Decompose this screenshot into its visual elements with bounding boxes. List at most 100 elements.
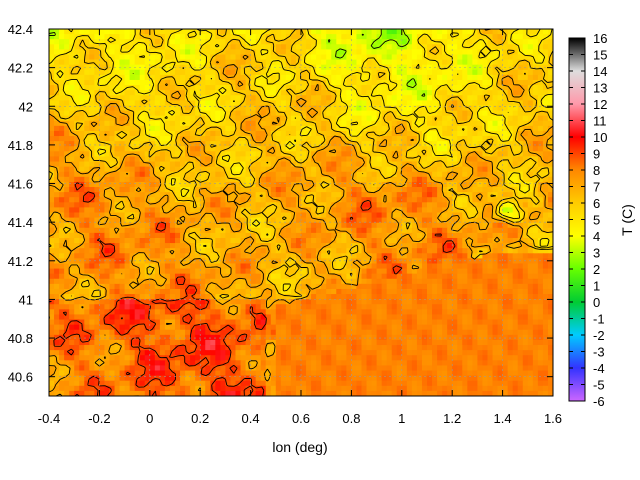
heatmap-cell: [185, 232, 191, 239]
heatmap-cell: [472, 197, 478, 203]
heatmap-cell: [487, 192, 494, 198]
heatmap-cell: [270, 197, 277, 203]
heatmap-cell: [366, 54, 373, 61]
heatmap-cell: [472, 222, 478, 229]
heatmap-cell: [371, 100, 378, 107]
heatmap-cell: [205, 217, 211, 224]
heatmap-cell: [386, 146, 393, 152]
heatmap-cell: [250, 54, 257, 61]
heatmap-cell: [502, 258, 509, 265]
heatmap-cell: [270, 95, 277, 101]
heatmap-cell: [89, 115, 95, 122]
heatmap-cell: [437, 95, 443, 101]
heatmap-cell: [290, 258, 297, 265]
heatmap-cell: [164, 100, 171, 107]
heatmap-cell: [437, 141, 443, 147]
heatmap-cell: [270, 181, 277, 188]
heatmap-cell: [94, 120, 100, 127]
heatmap-cell: [195, 237, 201, 244]
heatmap-cell: [321, 166, 327, 173]
heatmap-cell: [532, 166, 539, 173]
heatmap-cell: [89, 120, 95, 127]
heatmap-cell: [270, 141, 277, 147]
heatmap-cell: [492, 120, 499, 127]
heatmap-cell: [401, 95, 408, 101]
heatmap-cell: [502, 171, 509, 178]
heatmap-cell: [59, 253, 65, 259]
heatmap-cell: [396, 243, 403, 249]
heatmap-cell: [316, 44, 322, 50]
heatmap-cell: [210, 197, 216, 203]
heatmap-cell: [532, 253, 539, 259]
heatmap-cell: [346, 130, 352, 137]
heatmap-cell: [119, 29, 126, 35]
heatmap-cell: [391, 278, 398, 285]
heatmap-cell: [331, 59, 337, 66]
heatmap-cell: [280, 95, 287, 101]
heatmap-cell: [245, 227, 252, 234]
heatmap-cell: [190, 187, 196, 193]
heatmap-cell: [316, 197, 322, 203]
heatmap-cell: [260, 212, 267, 219]
heatmap-cell: [210, 100, 216, 107]
heatmap-cell: [522, 115, 529, 122]
heatmap-cell: [240, 29, 247, 35]
heatmap-cell: [542, 49, 549, 56]
heatmap-cell: [215, 258, 221, 265]
heatmap-cell: [512, 202, 519, 209]
heatmap-cell: [275, 141, 282, 147]
heatmap-cell: [442, 192, 448, 198]
heatmap-cell: [487, 166, 494, 173]
heatmap-cell: [164, 90, 171, 96]
heatmap-cell: [94, 146, 100, 152]
heatmap-cell: [502, 39, 509, 45]
heatmap-cell: [316, 69, 322, 76]
heatmap-cell: [311, 232, 317, 239]
heatmap-cell: [84, 105, 90, 112]
heatmap-cell: [416, 136, 423, 142]
heatmap-cell: [270, 100, 277, 107]
heatmap-cell: [331, 125, 337, 132]
heatmap-cell: [316, 100, 322, 107]
heatmap-cell: [164, 156, 171, 163]
heatmap-cell: [527, 181, 534, 188]
heatmap-cell: [59, 248, 65, 254]
heatmap-cell: [361, 222, 368, 229]
heatmap-cell: [139, 202, 146, 209]
heatmap-cell: [290, 171, 297, 178]
heatmap-cell: [406, 181, 413, 188]
heatmap-cell: [537, 237, 544, 244]
heatmap-cell: [532, 105, 539, 112]
heatmap-cell: [290, 151, 297, 158]
heatmap-cell: [356, 39, 363, 45]
heatmap-cell: [109, 258, 116, 265]
heatmap-cell: [250, 176, 257, 183]
heatmap-cell: [89, 268, 95, 275]
heatmap-cell: [295, 34, 302, 40]
heatmap-cell: [507, 171, 514, 178]
heatmap-cell: [49, 222, 55, 229]
heatmap-cell: [341, 197, 347, 203]
heatmap-cell: [406, 243, 413, 249]
heatmap-cell: [265, 171, 272, 178]
heatmap-cell: [416, 100, 423, 107]
heatmap-cell: [361, 166, 368, 173]
heatmap-cell: [185, 212, 191, 219]
heatmap-cell: [346, 79, 352, 86]
heatmap-cell: [336, 176, 342, 183]
heatmap-cell: [205, 85, 211, 91]
heatmap-cell: [361, 181, 368, 188]
heatmap-cell: [346, 166, 352, 173]
heatmap-cell: [492, 217, 499, 224]
heatmap-cell: [507, 197, 514, 203]
heatmap-cell: [129, 278, 136, 285]
heatmap-cell: [482, 85, 489, 91]
heatmap-cell: [437, 90, 443, 96]
heatmap-cell: [336, 34, 342, 40]
heatmap-cell: [175, 212, 181, 219]
heatmap-cell: [285, 268, 292, 275]
heatmap-cell: [396, 161, 403, 168]
heatmap-cell: [94, 166, 100, 173]
heatmap-cell: [457, 268, 463, 275]
heatmap-cell: [84, 39, 90, 45]
